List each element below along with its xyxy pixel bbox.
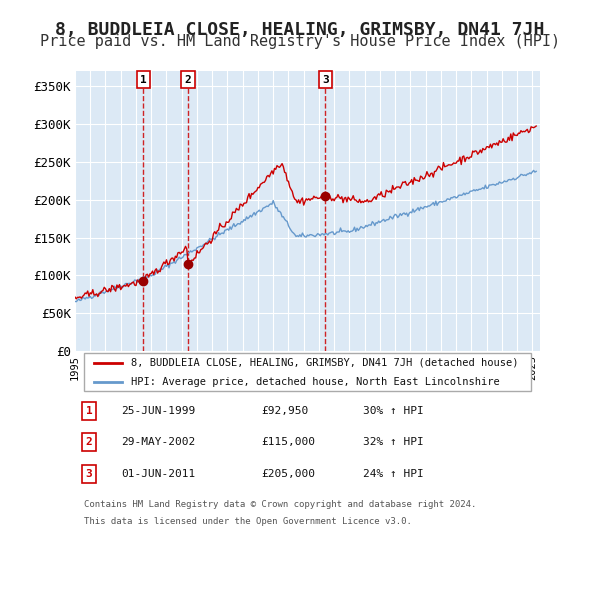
Text: 32% ↑ HPI: 32% ↑ HPI — [364, 437, 424, 447]
Text: £92,950: £92,950 — [261, 406, 308, 416]
FancyBboxPatch shape — [84, 353, 531, 391]
Text: 2: 2 — [185, 74, 191, 84]
Text: This data is licensed under the Open Government Licence v3.0.: This data is licensed under the Open Gov… — [84, 517, 412, 526]
Text: £205,000: £205,000 — [261, 469, 315, 478]
Text: 24% ↑ HPI: 24% ↑ HPI — [364, 469, 424, 478]
Text: 01-JUN-2011: 01-JUN-2011 — [121, 469, 196, 478]
Text: £115,000: £115,000 — [261, 437, 315, 447]
Text: Price paid vs. HM Land Registry's House Price Index (HPI): Price paid vs. HM Land Registry's House … — [40, 34, 560, 49]
Text: 29-MAY-2002: 29-MAY-2002 — [121, 437, 196, 447]
Text: HPI: Average price, detached house, North East Lincolnshire: HPI: Average price, detached house, Nort… — [131, 377, 500, 387]
Text: 1: 1 — [86, 406, 92, 416]
Text: Contains HM Land Registry data © Crown copyright and database right 2024.: Contains HM Land Registry data © Crown c… — [84, 500, 476, 509]
Text: 2: 2 — [86, 437, 92, 447]
Text: 8, BUDDLEIA CLOSE, HEALING, GRIMSBY, DN41 7JH: 8, BUDDLEIA CLOSE, HEALING, GRIMSBY, DN4… — [55, 21, 545, 39]
Text: 1: 1 — [140, 74, 146, 84]
Text: 30% ↑ HPI: 30% ↑ HPI — [364, 406, 424, 416]
Text: 25-JUN-1999: 25-JUN-1999 — [121, 406, 196, 416]
Text: 3: 3 — [86, 469, 92, 478]
Bar — [143, 71, 188, 351]
Text: 8, BUDDLEIA CLOSE, HEALING, GRIMSBY, DN41 7JH (detached house): 8, BUDDLEIA CLOSE, HEALING, GRIMSBY, DN4… — [131, 358, 518, 368]
Text: 3: 3 — [322, 74, 329, 84]
